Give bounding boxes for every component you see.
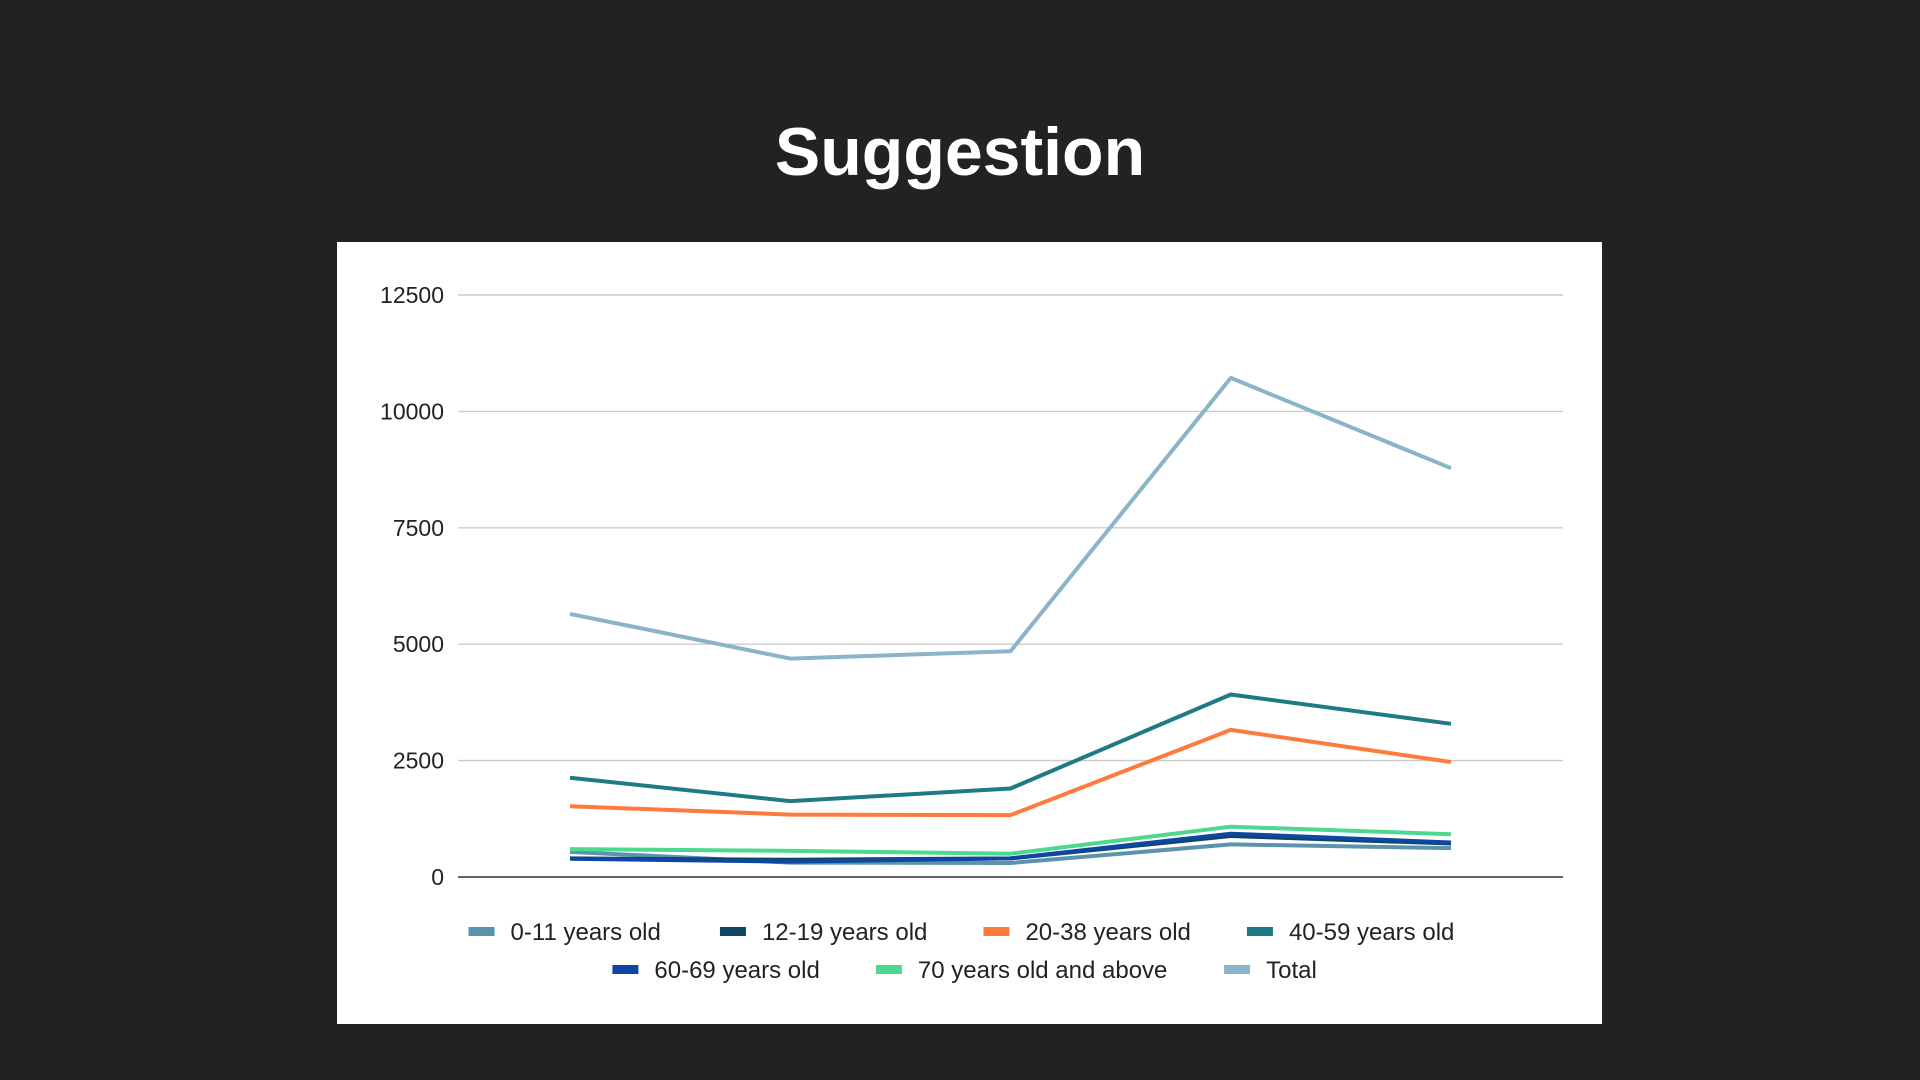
series-line-4 <box>569 692 1452 804</box>
legend-label: 20-38 years old <box>1025 919 1190 946</box>
y-tick-label: 7500 <box>393 515 444 541</box>
legend-swatch <box>875 965 902 974</box>
line-chart: 0 2500 5000 7500 10000 12500 0-11 years old 12-… <box>380 282 1563 984</box>
y-tick-label: 0 <box>431 864 444 890</box>
legend-swatch <box>719 927 746 936</box>
y-tick-label: 5000 <box>393 631 444 657</box>
legend-label: 70 years old and above <box>918 957 1168 984</box>
y-tick-label: 2500 <box>393 748 444 774</box>
legend-swatch <box>983 927 1010 936</box>
page-title: Suggestion <box>774 114 1146 190</box>
series-line-2 <box>569 834 1452 862</box>
series-line-7 <box>569 375 1452 661</box>
series-line-3 <box>569 727 1452 818</box>
y-tick-label: 10000 <box>380 398 444 424</box>
legend-swatch <box>1224 965 1251 974</box>
legend-label: 60-69 years old <box>654 957 819 984</box>
legend-label: 12-19 years old <box>762 919 927 946</box>
legend-swatch <box>612 965 639 974</box>
legend-swatch <box>468 927 495 936</box>
chart-panel: 0 2500 5000 7500 10000 12500 0-11 years old 12-… <box>337 242 1602 1024</box>
legend-swatch <box>1246 927 1273 936</box>
y-tick-label: 12500 <box>380 282 444 308</box>
series-line-5 <box>569 831 1452 864</box>
legend-label: Total <box>1266 957 1317 984</box>
series-line-6 <box>569 824 1452 856</box>
legend-label: 40-59 years old <box>1289 919 1454 946</box>
legend-label: 0-11 years old <box>511 919 661 946</box>
